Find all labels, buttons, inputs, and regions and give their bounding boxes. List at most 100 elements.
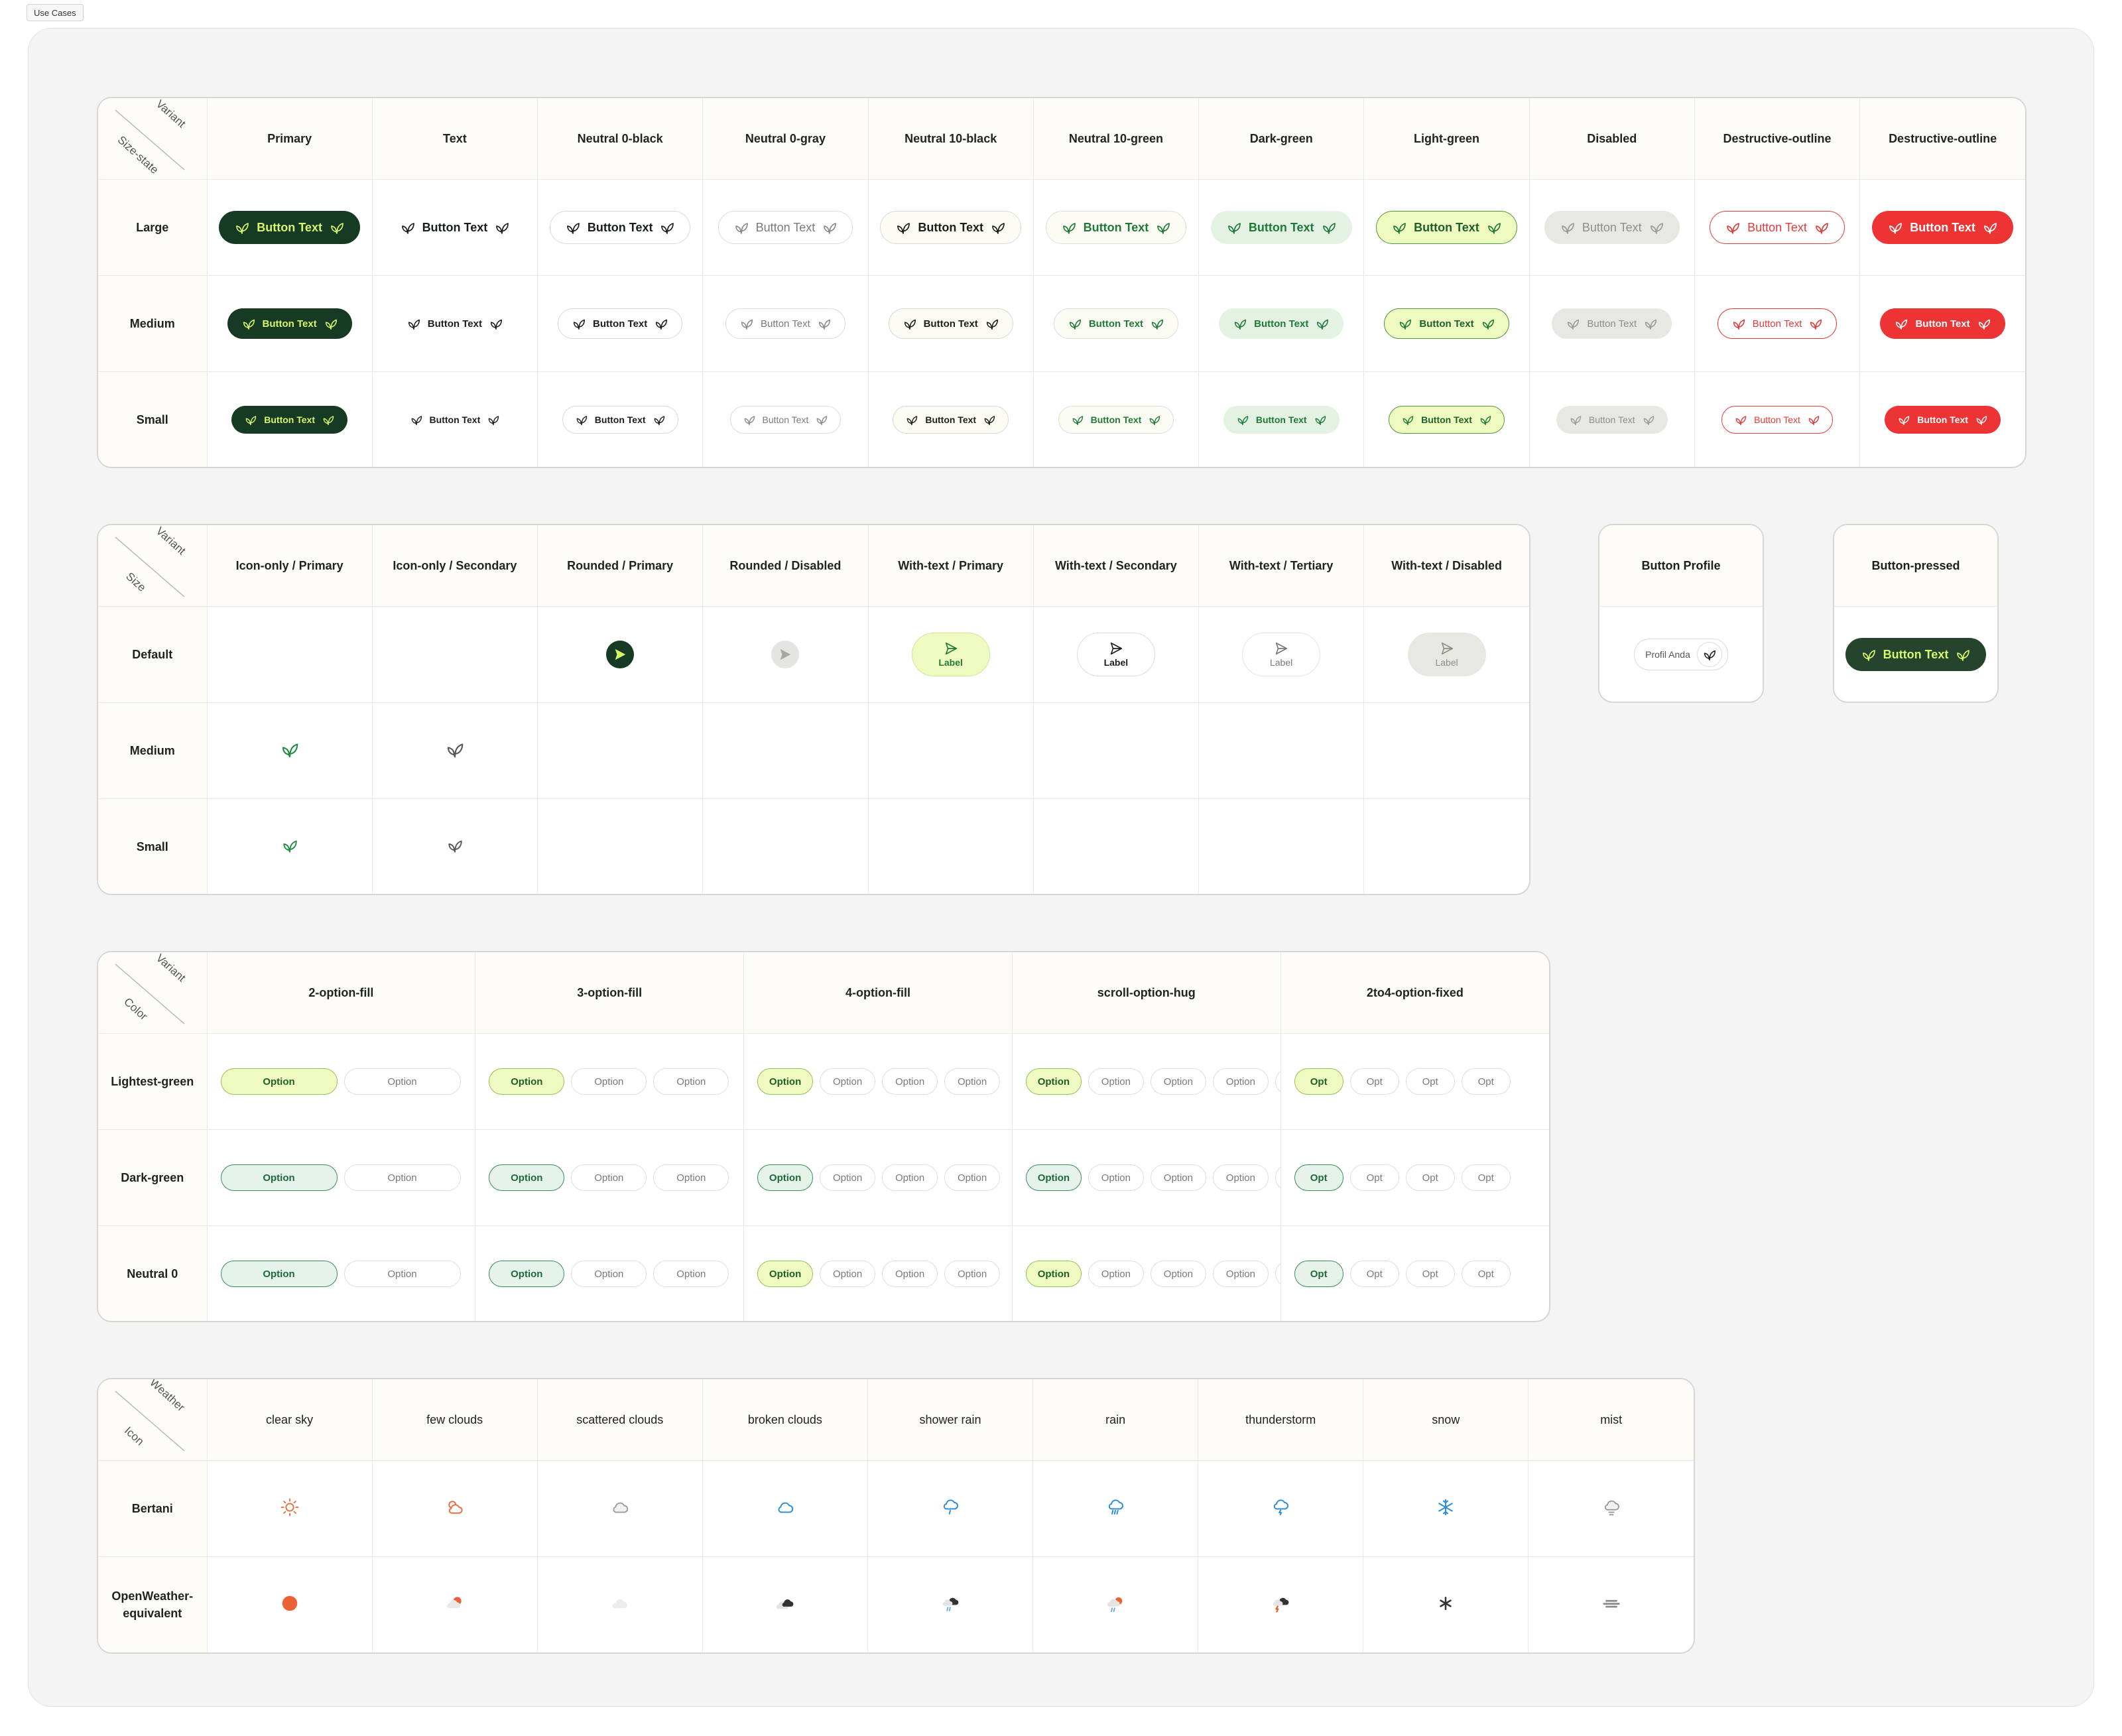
button-dark-green-large[interactable]: Button Text [1210,211,1352,244]
option-chip-selected[interactable]: Option [220,1261,338,1287]
option-chip[interactable]: Option [1212,1261,1269,1287]
option-chip[interactable]: Option [1088,1068,1144,1095]
option-chip[interactable]: Opt [1405,1261,1455,1287]
option-chip[interactable]: Option [882,1068,938,1095]
button-neutral-10-black-small[interactable]: Button Text [893,406,1009,434]
button-light-green-small[interactable]: Button Text [1389,406,1505,434]
option-chip-selected[interactable]: Option [220,1164,338,1191]
option-chip[interactable]: Opt [1461,1164,1511,1191]
option-chip[interactable]: Option [820,1068,876,1095]
with-text-disabled-button[interactable]: Label [1407,633,1486,676]
icon-only-secondary-small[interactable] [446,837,464,854]
option-chip[interactable]: Option [1150,1164,1206,1191]
button-primary-large[interactable]: Button Text [219,211,360,244]
option-chip-selected[interactable]: Opt [1294,1068,1343,1095]
option-chip[interactable]: Option [653,1068,729,1095]
option-chip[interactable]: Opt [1461,1261,1511,1287]
option-chip[interactable]: Option [820,1261,876,1287]
option-chip[interactable]: Option [571,1068,647,1095]
button-neutral-10-green-medium[interactable]: Button Text [1053,308,1179,339]
button-text-small[interactable]: Button Text [397,406,513,434]
option-chip[interactable]: Option [1275,1068,1280,1095]
option-chip[interactable]: Option [653,1164,729,1191]
button-neutral-0-gray-medium[interactable]: Button Text [725,308,845,339]
option-chip[interactable]: Option [944,1164,1001,1191]
button-neutral-0-gray-large[interactable]: Button Text [718,211,853,244]
button-neutral-0-gray-small[interactable]: Button Text [729,406,842,434]
button-light-green-large[interactable]: Button Text [1376,211,1517,244]
with-text-tertiary-button[interactable]: Label [1242,633,1321,676]
option-chip-selected[interactable]: Option [1025,1164,1082,1191]
profile-button[interactable]: Profil Anda [1634,639,1728,670]
option-chip[interactable]: Option [1275,1261,1280,1287]
button-dark-green-small[interactable]: Button Text [1223,406,1340,434]
option-chip-selected[interactable]: Option [489,1068,565,1095]
option-chip-selected[interactable]: Option [489,1164,565,1191]
option-chip-selected[interactable]: Option [757,1261,814,1287]
button-text-medium[interactable]: Button Text [393,308,517,339]
option-chip[interactable]: Option [343,1068,461,1095]
button-neutral-10-black-medium[interactable]: Button Text [888,308,1013,339]
button-destructive-outline-large[interactable]: Button Text [1710,211,1845,244]
option-chip[interactable]: Opt [1461,1068,1511,1095]
option-chip[interactable]: Option [1150,1261,1206,1287]
option-chip[interactable]: Opt [1405,1164,1455,1191]
option-chip[interactable]: Option [1212,1164,1269,1191]
option-chip[interactable]: Option [944,1261,1001,1287]
option-chip[interactable]: Option [1150,1068,1206,1095]
option-chip[interactable]: Opt [1405,1068,1455,1095]
rounded-disabled-button[interactable] [771,641,800,668]
button-neutral-0-black-small[interactable]: Button Text [562,406,678,434]
option-chip-selected[interactable]: Option [1025,1068,1082,1095]
option-chip[interactable]: Opt [1349,1261,1399,1287]
option-chip[interactable]: Option [820,1164,876,1191]
button-destructive-outline-medium[interactable]: Button Text [1880,308,2005,339]
option-chip[interactable]: Option [571,1261,647,1287]
button-disabled-medium[interactable]: Button Text [1552,308,1672,339]
option-chip-selected[interactable]: Option [220,1068,338,1095]
button-neutral-10-green-small[interactable]: Button Text [1058,406,1174,434]
option-chip[interactable]: Option [944,1068,1001,1095]
option-chip[interactable]: Opt [1349,1068,1399,1095]
option-chip[interactable]: Option [343,1261,461,1287]
button-destructive-outline-small[interactable]: Button Text [1885,406,2001,434]
option-chip-selected[interactable]: Option [1025,1261,1082,1287]
rounded-primary-button[interactable] [606,641,635,668]
icon-only-primary-medium[interactable] [280,739,300,759]
button-primary-small[interactable]: Button Text [231,406,347,434]
with-text-secondary-button[interactable]: Label [1076,633,1155,676]
option-chip[interactable]: Option [653,1261,729,1287]
button-disabled-large[interactable]: Button Text [1544,211,1680,244]
button-destructive-outline-small[interactable]: Button Text [1721,406,1833,434]
button-destructive-outline-medium[interactable]: Button Text [1717,308,1838,339]
pressed-button[interactable]: Button Text [1845,638,1987,671]
option-chip-selected[interactable]: Opt [1294,1261,1343,1287]
option-chip[interactable]: Option [882,1261,938,1287]
icon-only-secondary-medium[interactable] [445,739,465,759]
button-text-large[interactable]: Button Text [385,211,526,244]
icon-only-primary-small[interactable] [281,837,298,854]
with-text-primary-button[interactable]: Label [911,633,990,676]
option-chip[interactable]: Option [1088,1261,1144,1287]
button-neutral-0-black-large[interactable]: Button Text [549,211,691,244]
button-neutral-10-black-large[interactable]: Button Text [880,211,1022,244]
button-dark-green-medium[interactable]: Button Text [1219,308,1344,339]
option-chip-selected[interactable]: Option [757,1164,814,1191]
button-destructive-outline-large[interactable]: Button Text [1872,211,2013,244]
option-chip-selected[interactable]: Option [489,1261,565,1287]
option-chip[interactable]: Opt [1349,1164,1399,1191]
button-primary-medium[interactable]: Button Text [227,308,352,339]
option-chip[interactable]: Option [1275,1164,1280,1191]
button-neutral-0-black-medium[interactable]: Button Text [558,308,683,339]
option-chip-selected[interactable]: Option [757,1068,814,1095]
weather-icons-table: Weather Icon clear sky few clouds scatte… [97,1378,1695,1654]
button-light-green-medium[interactable]: Button Text [1384,308,1509,339]
option-chip[interactable]: Option [343,1164,461,1191]
button-disabled-small[interactable]: Button Text [1556,406,1668,434]
option-chip[interactable]: Option [571,1164,647,1191]
option-chip[interactable]: Option [882,1164,938,1191]
button-neutral-10-green-large[interactable]: Button Text [1045,211,1187,244]
option-chip[interactable]: Option [1088,1164,1144,1191]
option-chip-selected[interactable]: Opt [1294,1164,1343,1191]
option-chip[interactable]: Option [1212,1068,1269,1095]
